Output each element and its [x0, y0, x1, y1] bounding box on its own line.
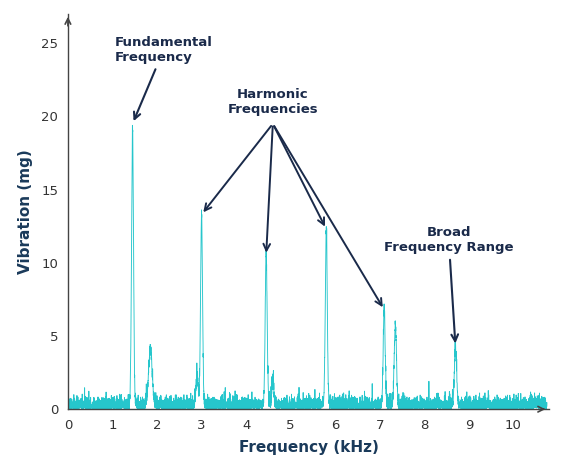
Text: Harmonic
Frequencies: Harmonic Frequencies — [228, 88, 318, 116]
Text: Fundamental
Frequency: Fundamental Frequency — [115, 36, 213, 119]
Text: Broad
Frequency Range: Broad Frequency Range — [384, 226, 513, 341]
X-axis label: Frequency (kHz): Frequency (kHz) — [238, 440, 379, 455]
Y-axis label: Vibration (mg): Vibration (mg) — [18, 149, 33, 274]
